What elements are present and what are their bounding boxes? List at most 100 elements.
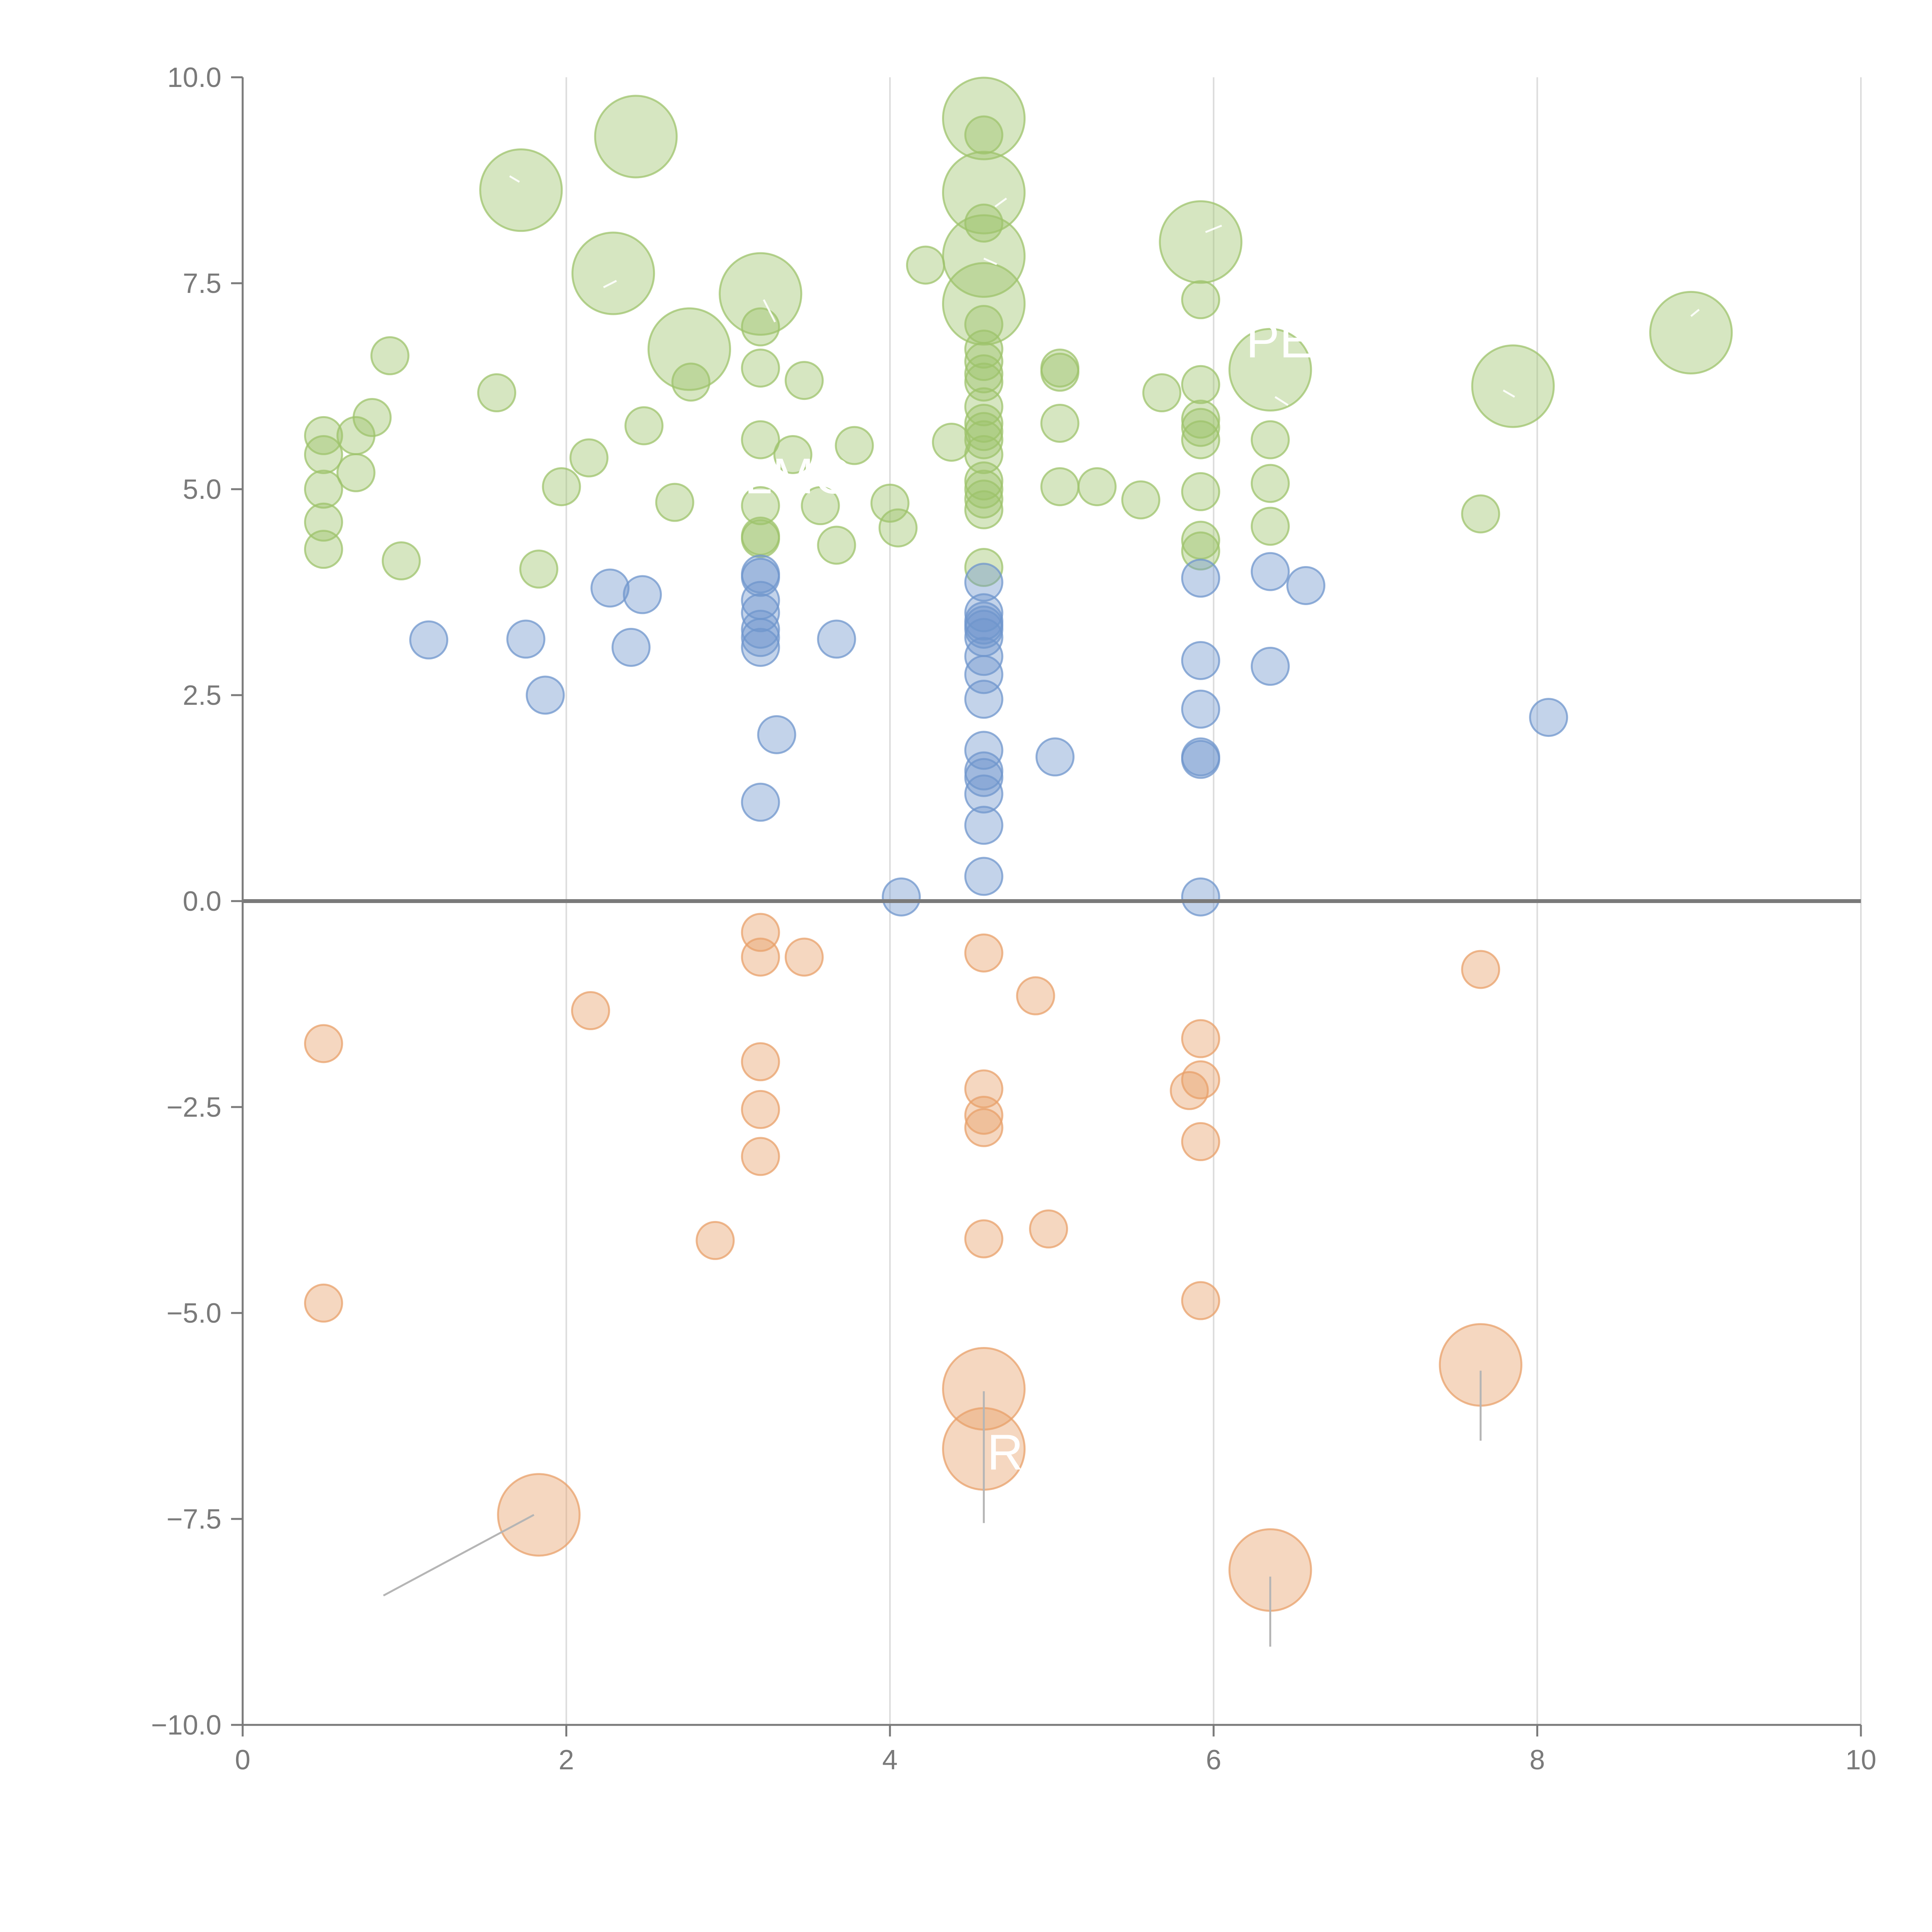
bubble-point — [624, 406, 664, 446]
faint-label-stroke — [509, 175, 520, 183]
bubble-point — [479, 148, 563, 232]
bubble-point — [1181, 408, 1220, 447]
bubble-point — [571, 991, 610, 1031]
bubble-point — [757, 715, 796, 754]
bubble-point — [942, 151, 1026, 235]
bubble-point — [964, 758, 1003, 797]
bubble-point — [1471, 344, 1555, 428]
bubble-point — [964, 774, 1003, 814]
bubble-point — [506, 619, 546, 659]
bubble-point — [1040, 352, 1080, 392]
bubble-point — [304, 435, 343, 474]
bubble-point — [964, 806, 1003, 845]
annotation-label: LMC — [744, 448, 850, 504]
faint-label-stroke — [994, 197, 1007, 207]
bubble-point — [964, 354, 1003, 394]
bubble-point — [542, 467, 581, 507]
bubble-point — [964, 609, 1003, 649]
bubble-point — [1250, 552, 1290, 591]
bubble-point — [741, 307, 780, 347]
bubble-point — [773, 435, 813, 474]
bubble-point — [304, 1024, 343, 1063]
bubble-point — [964, 1108, 1003, 1147]
bubble-point — [1529, 698, 1568, 737]
bubble-point — [571, 231, 655, 315]
bubble-point — [1121, 480, 1160, 520]
bubble-point — [942, 262, 1026, 346]
faint-label-stroke — [1205, 224, 1222, 233]
bubble-point — [1181, 740, 1220, 779]
bubble-point — [1159, 200, 1243, 284]
bubble-point — [1077, 467, 1117, 507]
bubble-point — [964, 1095, 1003, 1135]
faint-label-stroke — [983, 257, 997, 265]
x-tick-label: 2 — [559, 1745, 574, 1776]
bubble-point — [817, 619, 856, 659]
bubble-point — [741, 782, 780, 822]
bubble-point — [497, 1473, 581, 1557]
bubble-point — [352, 398, 392, 437]
bubble-point — [964, 857, 1003, 896]
bubble-point — [1181, 280, 1220, 320]
bubble-point — [1228, 328, 1312, 412]
bubble-point — [1250, 464, 1290, 503]
bubble-point — [1250, 420, 1290, 459]
bubble-point — [519, 549, 558, 589]
bubble-point — [741, 937, 780, 977]
bubble-point — [569, 438, 609, 478]
series-orange — [304, 913, 1522, 1612]
y-tick-label: −2.5 — [167, 1092, 221, 1123]
bubble-point — [1040, 467, 1080, 507]
bubble-point — [409, 620, 449, 660]
y-tick-label: −10.0 — [151, 1710, 221, 1741]
annotation-layer: PE R LMC — [383, 175, 1700, 1647]
bubble-point — [1181, 531, 1220, 571]
bubble-point — [381, 541, 421, 580]
bubble-point — [1181, 420, 1220, 459]
bubble-point — [1181, 1060, 1220, 1100]
bubble-point — [611, 628, 651, 667]
y-tick-label: 10.0 — [167, 62, 221, 93]
bubble-point — [964, 403, 1003, 443]
bubble-point — [741, 1042, 780, 1082]
bubble-point — [590, 568, 630, 608]
bubble-point — [1181, 1281, 1220, 1320]
bubble-layer — [304, 77, 1733, 1612]
annotation-label: R — [987, 1424, 1023, 1480]
bubble-point — [964, 1219, 1003, 1259]
faint-label-stroke — [1690, 309, 1700, 317]
bubble-point — [741, 486, 780, 526]
bubble-point — [1181, 1122, 1220, 1162]
bubble-point — [1461, 494, 1500, 534]
bubble-point — [594, 95, 678, 179]
x-tick-label: 4 — [882, 1745, 898, 1776]
x-tick-label: 0 — [235, 1745, 250, 1776]
bubble-point — [964, 731, 1003, 770]
bubble-point — [370, 336, 410, 376]
bubble-point — [1170, 1071, 1209, 1110]
bubble-point — [1250, 646, 1290, 686]
bubble-point — [1286, 566, 1326, 605]
bubble-point — [964, 490, 1003, 529]
bubble-point — [1029, 1209, 1068, 1249]
bubble-point — [801, 486, 840, 526]
faint-label-stroke — [1503, 389, 1515, 398]
bubble-point — [964, 412, 1003, 451]
bubble-point — [741, 558, 780, 597]
bubble-point — [719, 252, 803, 336]
bubble-point — [655, 483, 694, 522]
bubble-point — [1035, 737, 1075, 777]
bubble-point — [870, 483, 910, 523]
bubble-point — [882, 877, 921, 917]
bubble-point — [741, 517, 780, 556]
bubble-point — [741, 349, 780, 388]
bubble-point — [741, 618, 780, 657]
bubble-point — [647, 307, 731, 391]
bubble-point — [1181, 400, 1220, 439]
x-tick-label: 6 — [1206, 1745, 1221, 1776]
bubble-point — [304, 1283, 343, 1323]
leader-line — [383, 1514, 535, 1597]
bubble-point — [304, 502, 343, 542]
bubble-point — [817, 526, 856, 565]
bubble-point — [964, 469, 1003, 509]
